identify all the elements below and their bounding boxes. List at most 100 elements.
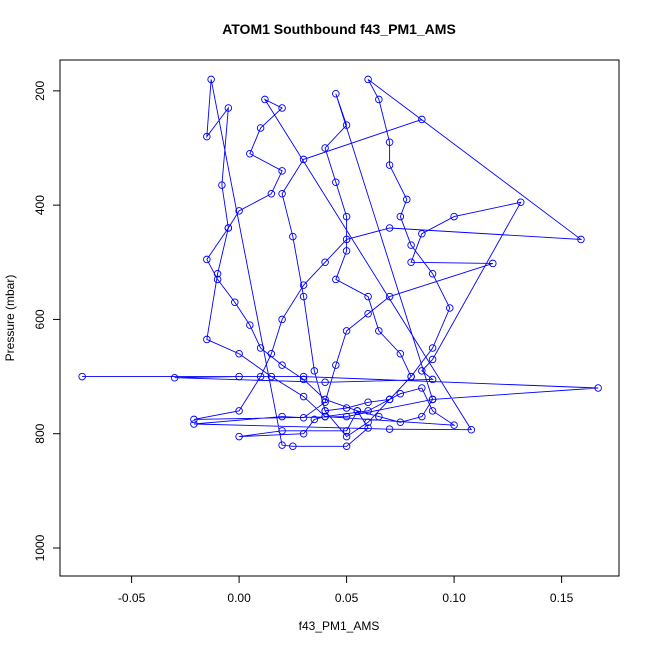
point: [385, 292, 394, 301]
point: [190, 415, 198, 424]
point: [321, 395, 329, 404]
chart-title: ATOM1 Southbound f43_PM1_AMS: [222, 21, 456, 37]
point: [310, 367, 319, 375]
point: [332, 361, 340, 369]
x-tick-label: 0.10: [442, 591, 466, 605]
point: [332, 89, 340, 98]
point: [299, 429, 308, 438]
point: [278, 315, 286, 324]
point: [299, 392, 308, 401]
point: [203, 335, 211, 344]
point: [224, 224, 233, 232]
point: [278, 412, 286, 421]
point: [299, 155, 308, 164]
point: [299, 281, 308, 289]
point: [203, 132, 211, 141]
x-tick-label: 0.00: [227, 591, 251, 605]
point: [267, 372, 276, 381]
y-tick-label: 1000: [33, 534, 47, 561]
point: [446, 304, 454, 312]
point: [321, 407, 329, 415]
point: [428, 355, 437, 364]
point: [278, 441, 286, 449]
point: [256, 372, 265, 381]
point: [342, 412, 351, 421]
point: [375, 412, 383, 421]
point: [428, 407, 437, 415]
point: [385, 224, 394, 232]
point: [418, 229, 426, 238]
point: [375, 95, 383, 104]
point: [278, 104, 286, 112]
x-tick-label: 0.15: [550, 591, 574, 605]
point: [396, 212, 405, 221]
point: [418, 412, 426, 421]
point: [342, 212, 351, 221]
point: [231, 298, 239, 307]
y-tick-label: 200: [33, 81, 47, 101]
y-tick-label: 600: [33, 309, 47, 329]
point: [364, 75, 372, 84]
point: [267, 349, 276, 358]
point: [364, 309, 372, 318]
point: [342, 427, 351, 435]
x-tick-label: 0.05: [335, 591, 359, 605]
point: [332, 275, 340, 284]
point: [235, 372, 243, 381]
point: [594, 384, 602, 392]
point: [342, 235, 351, 244]
point: [299, 413, 308, 422]
point: [418, 367, 426, 375]
point: [396, 349, 405, 358]
point: [278, 427, 286, 435]
point: [78, 372, 86, 381]
y-tick-label: 400: [33, 195, 47, 215]
point: [321, 144, 329, 152]
point: [235, 432, 243, 441]
point: [353, 407, 362, 415]
point: [407, 241, 415, 249]
point: [364, 424, 372, 432]
point: [385, 161, 394, 169]
y-tick-label: 800: [33, 423, 47, 443]
point: [299, 292, 308, 301]
x-axis-label: f43_PM1_AMS: [299, 619, 380, 633]
point: [332, 178, 340, 187]
point: [428, 395, 437, 404]
plot-frame: [59, 59, 620, 577]
point: [489, 259, 497, 268]
point: [235, 207, 243, 215]
point: [203, 255, 211, 264]
point: [418, 384, 426, 392]
point: [385, 395, 394, 404]
point: [267, 189, 276, 198]
point: [364, 418, 372, 427]
point: [396, 418, 405, 427]
point: [407, 372, 415, 381]
point: [224, 104, 233, 112]
point: [342, 121, 351, 129]
point: [342, 247, 351, 255]
point: [246, 321, 254, 329]
point: [396, 389, 405, 398]
x-tick-label: -0.05: [118, 591, 146, 605]
point: [278, 167, 286, 175]
point: [403, 195, 411, 204]
point: [428, 269, 437, 278]
point: [299, 372, 308, 381]
point: [261, 95, 269, 104]
point: [364, 398, 372, 407]
point: [342, 442, 351, 451]
point: [385, 425, 394, 433]
point: [213, 269, 222, 278]
point: [256, 124, 265, 132]
point: [450, 421, 458, 429]
y-axis-label: Pressure (mbar): [3, 275, 17, 362]
point: [364, 407, 372, 415]
point: [235, 349, 243, 358]
point: [278, 361, 286, 369]
point: [321, 398, 329, 407]
point: [428, 375, 437, 384]
point: [256, 344, 265, 352]
point: [321, 412, 329, 421]
